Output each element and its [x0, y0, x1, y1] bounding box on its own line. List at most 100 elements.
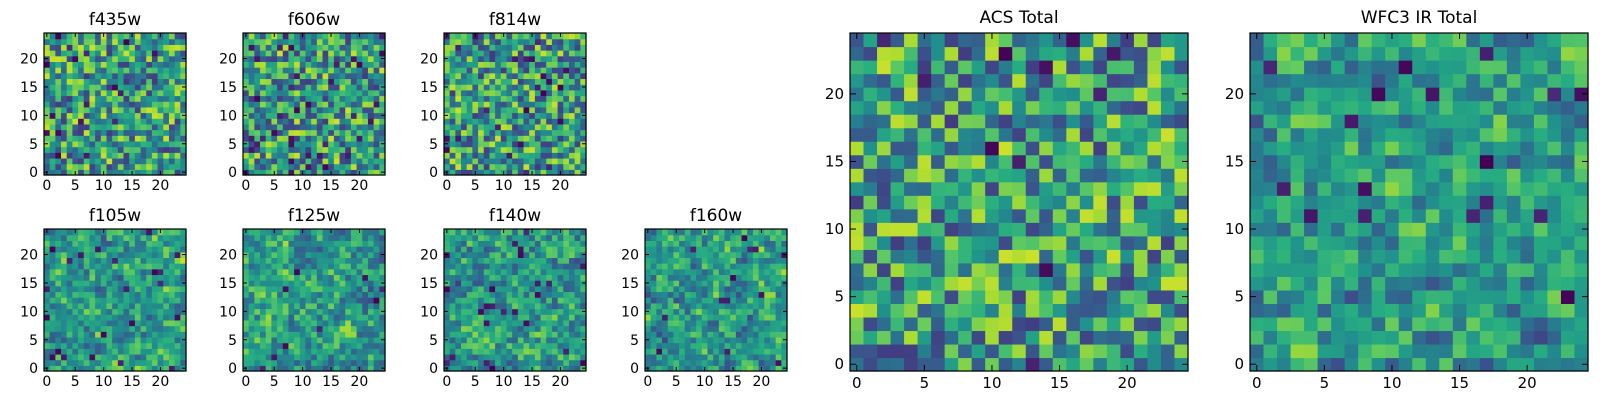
heatmap-cell	[316, 263, 324, 270]
heatmap-cell	[362, 268, 369, 276]
heatmap-cell	[294, 297, 301, 304]
heatmap-cell	[551, 348, 559, 355]
heatmap-cell	[478, 140, 485, 148]
heatmap-cell	[248, 365, 255, 372]
heatmap-cell	[523, 152, 530, 159]
heatmap-cell	[362, 106, 369, 114]
heatmap-cell	[339, 274, 346, 281]
heatmap-cell	[483, 285, 491, 293]
heatmap-cell	[1012, 181, 1027, 196]
heatmap-cell	[667, 229, 674, 236]
heatmap-cell	[580, 263, 587, 270]
heatmap-cell	[163, 331, 170, 338]
heatmap-cell	[271, 72, 278, 80]
heatmap-cell	[971, 222, 986, 237]
heatmap-cell	[373, 285, 380, 293]
heatmap-cell	[483, 353, 491, 361]
heatmap-cell	[345, 157, 352, 165]
heatmap-cell	[645, 353, 652, 361]
heatmap-cell	[650, 325, 657, 332]
heatmap-cell	[534, 55, 542, 62]
heatmap-cell	[529, 331, 536, 338]
y-tick-label: 15	[420, 80, 438, 96]
heatmap-cell	[163, 44, 170, 51]
heatmap-cell	[311, 61, 318, 68]
heatmap-cell	[72, 44, 79, 51]
heatmap-cell	[254, 101, 261, 108]
heatmap-cell	[316, 353, 324, 361]
heatmap-cell	[495, 336, 502, 344]
heatmap-cell	[248, 280, 255, 287]
heatmap-cell	[243, 101, 250, 108]
heatmap-cell	[478, 61, 485, 68]
heatmap-cell	[55, 263, 62, 270]
heatmap-cell	[123, 365, 130, 372]
heatmap-cell	[117, 169, 125, 176]
heatmap-cell	[163, 246, 170, 253]
heatmap-cell	[305, 140, 312, 148]
heatmap-cell	[580, 325, 587, 332]
heatmap-cell	[243, 146, 250, 153]
heatmap-cell	[100, 44, 108, 51]
heatmap-cell	[455, 353, 462, 361]
heatmap-cell	[180, 135, 187, 142]
heatmap-cell	[696, 257, 703, 264]
heatmap-cell	[568, 359, 576, 366]
heatmap-cell	[61, 140, 68, 148]
heatmap-cell	[100, 135, 108, 142]
heatmap-cell	[260, 240, 267, 247]
heatmap-cell	[294, 89, 301, 97]
heatmap-cell	[540, 263, 547, 270]
heatmap-cell	[248, 44, 255, 51]
heatmap-cell	[373, 135, 380, 142]
heatmap-cell	[690, 353, 697, 361]
heatmap-cell	[534, 129, 542, 136]
heatmap-cell	[254, 353, 261, 361]
heatmap-cell	[163, 240, 170, 247]
heatmap-cell	[551, 50, 559, 57]
heatmap-cell	[1052, 235, 1067, 250]
heatmap-cell	[679, 365, 686, 372]
heatmap-cell	[163, 257, 170, 264]
heatmap-cell	[260, 152, 267, 159]
heatmap-cell	[350, 246, 358, 253]
heatmap-cell	[367, 101, 375, 108]
heatmap-cell	[260, 55, 267, 62]
heatmap-cell	[55, 135, 62, 142]
heatmap-cell	[775, 285, 782, 293]
heatmap-cell	[151, 129, 159, 136]
heatmap-cell	[551, 325, 559, 332]
heatmap-cell	[931, 208, 946, 223]
heatmap-cell	[489, 157, 496, 165]
heatmap-cell	[243, 319, 250, 327]
heatmap-cell	[904, 249, 919, 264]
heatmap-cell	[568, 348, 576, 355]
heatmap-cell	[506, 78, 513, 85]
heatmap-cell	[461, 101, 468, 108]
heatmap-cell	[775, 251, 782, 258]
heatmap-cell	[345, 314, 352, 321]
axes-frame	[443, 32, 587, 176]
heatmap-cell	[461, 353, 468, 361]
heatmap-cell	[294, 95, 301, 102]
heatmap-cell	[679, 308, 686, 315]
heatmap-cell	[718, 314, 726, 321]
heatmap-cell	[350, 308, 358, 315]
heatmap-cell	[379, 101, 386, 108]
heatmap-cell	[265, 72, 272, 80]
heatmap-cell	[44, 106, 51, 114]
heatmap-cell	[775, 331, 782, 338]
heatmap-cell	[557, 135, 564, 142]
heatmap-cell	[277, 314, 284, 321]
heatmap-cell	[455, 336, 462, 344]
heatmap-cell	[66, 342, 73, 349]
heatmap-cell	[580, 67, 587, 74]
heatmap-cell	[466, 302, 473, 310]
heatmap-cell	[506, 72, 513, 80]
heatmap-cell	[917, 303, 932, 318]
heatmap-cell	[49, 314, 56, 321]
heatmap-cell	[367, 152, 375, 159]
heatmap-cell	[540, 308, 547, 315]
heatmap-cell	[466, 123, 473, 131]
heatmap-cell	[478, 291, 485, 298]
